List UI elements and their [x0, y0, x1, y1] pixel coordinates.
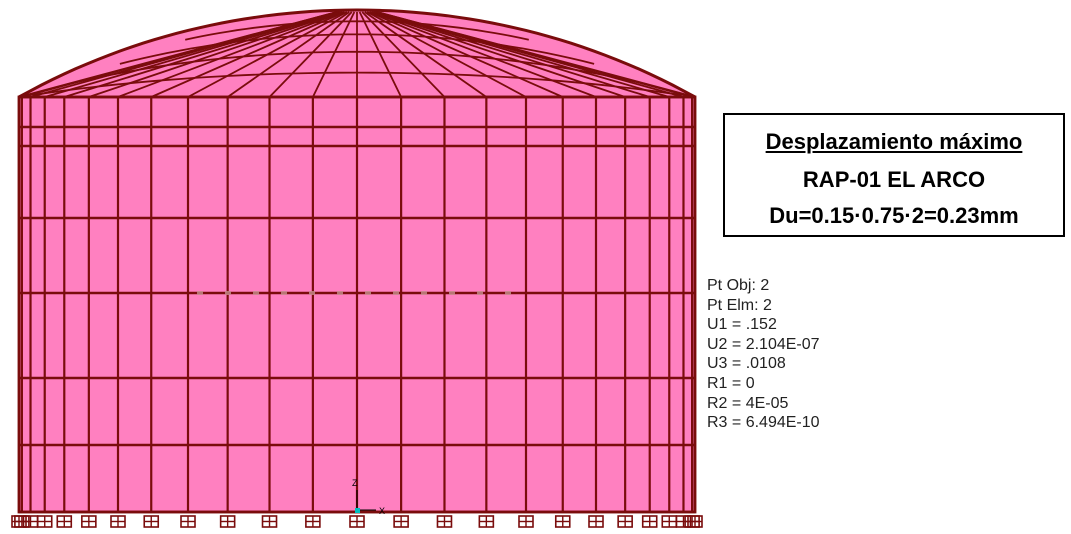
dome-meridian-line: [371, 11, 597, 98]
joint-marker: [337, 291, 343, 295]
support-icon: [641, 515, 658, 528]
support-icon: [36, 515, 53, 528]
z-axis-label: Z: [352, 478, 358, 488]
axis-marker: ZX: [352, 478, 385, 516]
dome-meridian-line: [312, 11, 356, 98]
joint-markers: [197, 291, 511, 295]
dome-meridian-line: [64, 11, 340, 98]
joint-marker: [449, 291, 455, 295]
joint-marker: [253, 291, 259, 295]
dome-meridian-line: [187, 11, 348, 98]
readout-row: R2 = 4E-05: [707, 394, 789, 412]
tank-shell: [17, 8, 697, 514]
joint-marker: [421, 291, 427, 295]
support-icon: [110, 515, 126, 528]
point-displacement-readout: Pt Obj: 2 Pt Elm: 2 U1 = .152 U2 = 2.104…: [707, 276, 820, 433]
dome-outline: [18, 8, 696, 99]
support-icon: [219, 515, 236, 528]
dome-meridian-line: [117, 11, 343, 98]
dome-meridian-line: [358, 11, 402, 98]
support-icon: [518, 515, 534, 528]
support-row: [11, 515, 703, 528]
dome-meridian-line: [88, 11, 342, 98]
max-displacement-box: Desplazamiento máximo RAP-01 EL ARCO Du=…: [723, 113, 1065, 237]
joint-marker: [281, 291, 287, 295]
support-icon: [81, 515, 97, 528]
readout-row: U1 = .152: [707, 316, 777, 334]
support-icon: [393, 515, 409, 528]
dome-meridian-line: [364, 11, 487, 98]
readout-row: R1 = 0: [707, 374, 755, 392]
support-icon: [436, 515, 453, 528]
readout-row: U3 = .0108: [707, 355, 786, 373]
x-axis-label: X: [379, 506, 385, 516]
support-icon: [180, 515, 196, 528]
box-formula: Du=0.15·0.75·2=0.23mm: [769, 203, 1019, 228]
joint-marker: [393, 291, 399, 295]
dome-meridian-line: [372, 11, 626, 98]
support-icon: [687, 515, 703, 528]
support-icon: [588, 515, 604, 528]
axis-origin: [355, 508, 360, 513]
support-icon: [143, 515, 160, 528]
dome-meridian-line: [227, 11, 350, 98]
support-icon: [349, 515, 365, 528]
readout-row: R3 = 6.494E-10: [707, 414, 820, 432]
readout-row: U2 = 2.104E-07: [707, 335, 820, 353]
dome-meridian-line: [377, 11, 696, 98]
box-subtitle: RAP-01 EL ARCO: [802, 167, 986, 192]
dome-meridian-line: [374, 11, 650, 98]
dome-meridian-line: [268, 11, 353, 98]
joint-marker: [309, 291, 315, 295]
joint-marker: [505, 291, 511, 295]
joint-marker: [365, 291, 371, 295]
dome-meridian-line: [361, 11, 446, 98]
support-icon: [56, 515, 73, 528]
dome-meridian-line: [368, 11, 564, 98]
readout-row: Pt Obj: 2: [707, 277, 770, 294]
box-title: Desplazamiento máximo: [765, 129, 1023, 154]
joint-marker: [225, 291, 231, 295]
support-icon: [554, 515, 571, 528]
support-icon: [617, 515, 633, 528]
dome-meridian-line: [366, 11, 527, 98]
readout-row: Pt Elm: 2: [707, 296, 772, 314]
dome-meridian-line: [150, 11, 346, 98]
dome-meridian-line: [44, 11, 339, 98]
joint-marker: [197, 291, 203, 295]
support-icon: [478, 515, 495, 528]
support-icon: [305, 515, 321, 528]
joint-marker: [477, 291, 483, 295]
support-icon: [261, 515, 278, 528]
